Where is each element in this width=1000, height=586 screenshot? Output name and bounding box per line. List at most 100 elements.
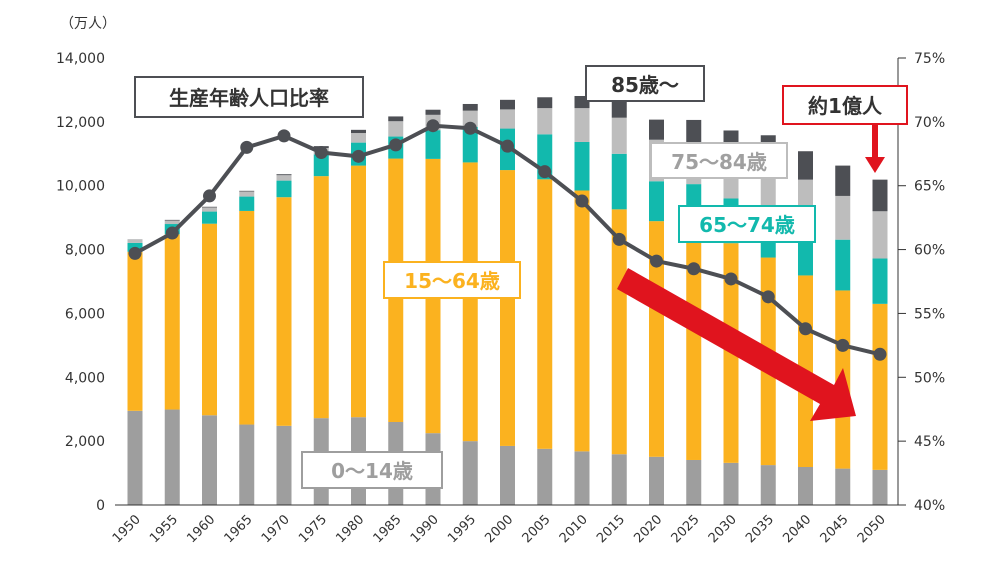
down-arrow-icon [865,157,885,173]
label-65-74-text: 65〜74歳 [699,213,795,237]
bar-segment [611,153,627,210]
bar-segment [686,119,702,148]
bar-segment [313,154,329,177]
bar-segment [872,258,888,304]
bar-segment [462,110,478,127]
bar-segment [239,210,255,425]
bar-segment [239,424,255,505]
x-tick-label: 2035 [743,512,777,546]
label-0-14: 0〜14歳 [301,451,443,489]
bar-segment [462,103,478,111]
bar-segment [649,181,664,222]
ratio-point [240,140,254,154]
bar-segment [537,179,553,449]
label-15-64-text: 15〜64歳 [404,269,500,293]
bar-segment [276,197,292,426]
x-tick-label: 2015 [594,512,628,546]
y-axis-right: 40% 45% 50% 55% 60% 65% 70% 75% [898,51,945,514]
bar-segment [351,165,366,418]
x-tick-label: 1975 [296,512,330,546]
ratio-point [836,338,850,352]
ratio-point [277,129,291,143]
bar-segment [276,175,292,181]
y-tick-left: 6,000 [65,306,105,322]
ratio-point [873,347,887,361]
ratio-point [314,146,328,160]
ratio-point [799,322,812,336]
label-0-14-text: 0〜14歳 [331,459,413,483]
bar-segment [723,462,739,505]
down-arrow-shaft [872,125,878,159]
bar-segment [164,220,180,225]
bar-segment [239,191,255,197]
bar-segment [425,109,441,115]
bar-segment [798,151,813,180]
bar-segment [537,108,553,135]
label-85plus: 85歳〜 [585,65,705,102]
x-tick-label: 2000 [482,512,516,546]
y-tick-right: 75% [914,51,945,67]
ratio-point [612,232,626,246]
bar-segment [164,219,180,221]
ratio-point [165,226,179,240]
y-tick-right: 40% [914,498,945,514]
x-tick-label: 2040 [780,512,814,546]
bar-segment [202,207,217,212]
arrows [617,125,885,421]
bar-segment [239,190,255,192]
label-85plus-text: 85歳〜 [611,73,679,97]
x-tick-label: 1985 [371,512,405,546]
bar-segment [500,99,515,110]
bar-segment [462,162,478,442]
y-tick-right: 45% [914,434,945,450]
y-tick-right: 65% [914,179,945,195]
x-tick-label: 2030 [706,512,740,546]
bar-segment [798,467,813,505]
ratio-point [426,119,440,133]
bar-segment [574,108,590,142]
x-tick-label: 2010 [557,512,591,546]
bar-segment [686,231,702,460]
x-tick-label: 2045 [818,512,852,546]
ratio-point [501,139,514,153]
label-1oku: 約1億人 [782,85,908,125]
bar-segment [127,239,143,243]
bar-segment [500,445,515,505]
ratio-point [650,254,663,268]
bar-segment [164,234,180,410]
bar-segment [239,196,255,211]
bar-segment [537,448,553,505]
y-tick-right: 50% [914,370,945,386]
chart-title: 生産年齢人口比率 [169,86,329,110]
y-tick-left: 14,000 [56,51,105,67]
ratio-line [128,119,887,361]
y-tick-left: 12,000 [56,115,105,131]
y-tick-left: 0 [96,498,105,514]
bar-segment [388,116,404,122]
label-1oku-text: 約1億人 [808,94,883,118]
bar-segment [835,468,851,505]
x-tick-label: 2005 [520,512,554,546]
bar-segment [872,303,888,470]
x-tick-label: 1950 [110,512,144,546]
bar-segment [388,121,404,137]
bar-segment [164,409,180,505]
y-tick-right: 60% [914,243,945,259]
bar-segment [462,441,478,505]
bar-segment [835,165,851,196]
x-tick-label: 2025 [669,512,703,546]
ratio-point [352,149,365,163]
bar-segment [202,223,217,416]
bar-segment [760,465,776,505]
bar-segment [202,211,217,224]
bar-segment [649,119,664,140]
bar-segment [425,130,441,159]
x-tick-label: 1960 [184,512,218,546]
bar-segment [351,133,366,143]
x-tick-label: 1990 [408,512,442,546]
bar-segment [872,179,888,212]
bar-segment [127,251,143,411]
bar-segment [649,221,664,457]
ratio-point [203,189,216,203]
